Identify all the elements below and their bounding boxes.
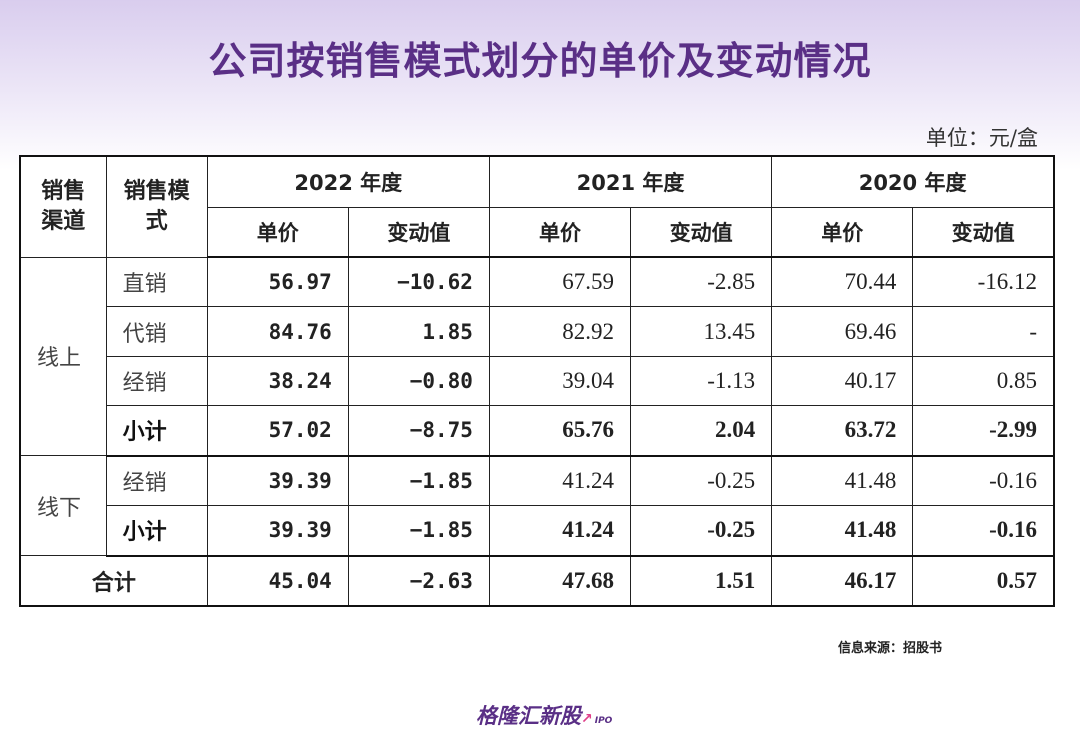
change-2022: −1.85 bbox=[347, 505, 490, 557]
price-2020: 69.46 bbox=[771, 306, 914, 357]
price-2020: 70.44 bbox=[771, 256, 914, 308]
logo-suffix: IPO bbox=[594, 716, 613, 726]
price-2021: 67.59 bbox=[488, 256, 632, 308]
subtotal-row-online: 小计 57.02 −8.75 65.76 2.04 63.72 -2.99 bbox=[20, 405, 1055, 457]
change-2020: - bbox=[912, 306, 1055, 357]
table-row: 线上 直销 56.97 −10.62 67.59 -2.85 70.44 -16… bbox=[19, 256, 1055, 457]
price-2022: 38.24 bbox=[206, 355, 349, 407]
price-2021: 47.68 bbox=[488, 555, 632, 607]
logo-text: 格隆汇新股 bbox=[476, 704, 581, 728]
price-table: 销售渠道 销售模式 2022 年度 2021 年度 2020 年度 单价 变动值… bbox=[19, 155, 1055, 607]
table-row: 经销 38.24 −0.80 39.04 -1.13 40.17 0.85 bbox=[20, 355, 1055, 407]
header-price-2021: 单价 bbox=[488, 207, 632, 258]
change-2022: −1.85 bbox=[347, 455, 490, 507]
change-2020: 0.57 bbox=[912, 555, 1055, 607]
header-year-2021: 2021 年度 bbox=[488, 155, 773, 208]
change-2021: 1.51 bbox=[630, 555, 773, 607]
channel-online: 线上 bbox=[19, 256, 107, 457]
price-2021: 41.24 bbox=[488, 455, 632, 507]
channel-offline: 线下 bbox=[19, 455, 107, 557]
change-2021: -0.25 bbox=[630, 455, 773, 507]
price-2020: 40.17 bbox=[771, 355, 914, 407]
change-2020: -0.16 bbox=[912, 455, 1055, 507]
price-2022: 56.97 bbox=[206, 256, 349, 308]
header-change-2022: 变动值 bbox=[347, 207, 490, 258]
price-2021: 65.76 bbox=[488, 405, 632, 457]
page-title: 公司按销售模式划分的单价及变动情况 bbox=[208, 38, 872, 83]
change-2021: -2.85 bbox=[630, 256, 773, 308]
mode-cell: 直销 bbox=[105, 256, 208, 308]
price-2021: 82.92 bbox=[488, 306, 632, 357]
change-2021: 2.04 bbox=[630, 405, 773, 457]
mode-cell: 代销 bbox=[105, 306, 208, 357]
table-row: 代销 84.76 1.85 82.92 13.45 69.46 - bbox=[20, 306, 1055, 357]
change-2022: −0.80 bbox=[347, 355, 490, 407]
change-2020: 0.85 bbox=[912, 355, 1055, 407]
price-2020: 63.72 bbox=[771, 405, 914, 457]
header-price-2022: 单价 bbox=[206, 207, 349, 258]
price-2022: 84.76 bbox=[206, 306, 349, 357]
header-channel: 销售渠道 bbox=[19, 155, 107, 258]
total-row: 合计 45.04 −2.63 47.68 1.51 46.17 0.57 bbox=[19, 555, 1055, 607]
header-change-2021: 变动值 bbox=[630, 207, 773, 258]
trend-arrow-icon: ↗ bbox=[581, 711, 593, 727]
header-year-2022: 2022 年度 bbox=[206, 155, 490, 208]
price-2020: 46.17 bbox=[771, 555, 914, 607]
source-note: 信息来源：招股书 bbox=[837, 641, 942, 656]
mode-cell: 小计 bbox=[105, 405, 208, 457]
unit-label: 单位：元/盒 bbox=[925, 126, 1038, 150]
brand-logo: 格隆汇新股↗ IPO bbox=[476, 700, 612, 730]
mode-cell: 小计 bbox=[105, 505, 208, 557]
total-label: 合计 bbox=[19, 555, 208, 607]
table-row: 线下 经销 39.39 −1.85 41.24 -0.25 41.48 -0.1… bbox=[19, 455, 1055, 557]
price-2021: 39.04 bbox=[488, 355, 632, 407]
header-change-2020: 变动值 bbox=[912, 207, 1055, 258]
change-2020: -2.99 bbox=[912, 405, 1055, 457]
subtotal-row-offline: 小计 39.39 −1.85 41.24 -0.25 41.48 -0.16 bbox=[20, 505, 1055, 557]
mode-cell: 经销 bbox=[105, 455, 208, 507]
change-2022: 1.85 bbox=[347, 306, 490, 357]
change-2022: −2.63 bbox=[347, 555, 490, 607]
header-price-2020: 单价 bbox=[771, 207, 914, 258]
price-2020: 41.48 bbox=[771, 455, 914, 507]
price-2022: 39.39 bbox=[206, 455, 349, 507]
price-2022: 39.39 bbox=[206, 505, 349, 557]
price-2022: 45.04 bbox=[206, 555, 349, 607]
change-2020: -16.12 bbox=[912, 256, 1055, 308]
mode-cell: 经销 bbox=[105, 355, 208, 407]
change-2021: -0.25 bbox=[630, 505, 773, 557]
change-2020: -0.16 bbox=[912, 505, 1055, 557]
change-2021: 13.45 bbox=[630, 306, 773, 357]
price-2020: 41.48 bbox=[771, 505, 914, 557]
price-2022: 57.02 bbox=[206, 405, 349, 457]
header-year-2020: 2020 年度 bbox=[771, 155, 1055, 208]
change-2021: -1.13 bbox=[630, 355, 773, 407]
header-mode: 销售模式 bbox=[105, 155, 208, 258]
change-2022: −10.62 bbox=[347, 256, 490, 308]
change-2022: −8.75 bbox=[347, 405, 490, 457]
price-2021: 41.24 bbox=[488, 505, 632, 557]
